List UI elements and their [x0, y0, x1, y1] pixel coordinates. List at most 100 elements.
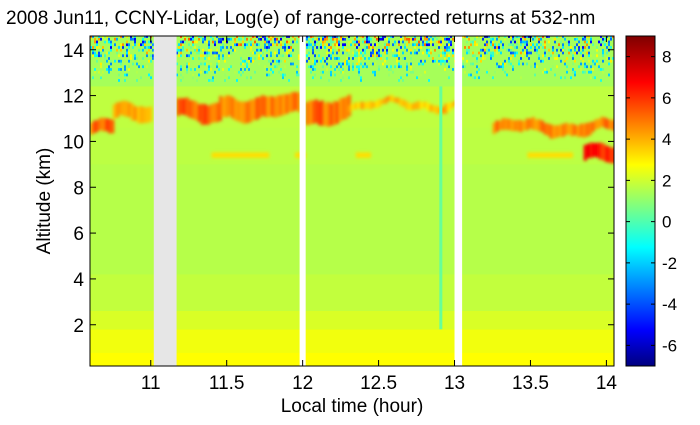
noise-cell-971 [420, 46, 422, 49]
x-tick-label: 13 [444, 373, 465, 394]
noise-cell-1374 [572, 57, 574, 60]
noise-cell-614 [310, 43, 312, 47]
noise-cell-700 [334, 59, 336, 63]
noise-cell-157 [148, 59, 150, 63]
noise-cell-241 [176, 62, 178, 66]
noise-cell-115 [130, 57, 132, 60]
noise-cell-1174 [496, 65, 498, 69]
noise-cell-1364 [568, 43, 570, 47]
noise-cell-773 [354, 37, 356, 41]
cloud-cell-3 [270, 96, 274, 117]
noise-cell-1159 [490, 43, 492, 47]
noise-cell-693 [332, 48, 334, 52]
noise-cell-1165 [492, 46, 494, 49]
noise-cell-1237 [518, 59, 520, 63]
noise-cell-873 [386, 65, 388, 69]
y-axis-label: Altitude (km) [34, 148, 55, 255]
noise-cell-476 [262, 36, 264, 38]
noise-cell-337 [210, 79, 212, 82]
noise-cell-1325 [552, 48, 554, 52]
noise-cell-1008 [434, 46, 436, 49]
noise-cell-1010 [436, 40, 438, 44]
noise-cell-1337 [556, 48, 558, 52]
noise-cell-435 [246, 37, 248, 41]
noise-cell-1128 [480, 59, 482, 63]
noise-cell-1431 [590, 40, 592, 44]
noise-cell-811 [364, 46, 366, 49]
noise-cell-79 [118, 73, 120, 77]
noise-cell-487 [266, 46, 268, 49]
noise-cell-1095 [466, 37, 468, 41]
noise-cell-1185 [498, 36, 500, 38]
noise-cell-1465 [604, 43, 606, 47]
noise-cell-1409 [584, 46, 586, 49]
noise-cell-139 [140, 48, 142, 52]
noise-cell-1226 [514, 54, 516, 58]
cloud-cell-2 [179, 98, 183, 115]
noise-cell-6 [92, 51, 94, 55]
noise-cell-918 [402, 57, 404, 60]
noise-cell-57 [108, 57, 110, 60]
noise-cell-170 [152, 48, 154, 52]
noise-cell-952 [412, 36, 414, 38]
noise-cell-473 [260, 36, 262, 38]
noise-cell-1153 [488, 54, 490, 58]
data-gap-0 [153, 36, 177, 366]
noise-cell-365 [218, 37, 220, 41]
noise-cell-1461 [602, 48, 604, 52]
cloud-cell-6 [582, 123, 586, 138]
noise-cell-1355 [564, 48, 566, 52]
noise-cell-277 [190, 51, 192, 55]
noise-cell-785 [358, 68, 360, 71]
noise-cell-315 [202, 37, 204, 41]
noise-cell-701 [334, 57, 336, 60]
noise-cell-907 [398, 62, 400, 66]
noise-cell-645 [318, 36, 320, 38]
noise-cell-1369 [570, 46, 572, 49]
noise-cell-514 [276, 65, 278, 69]
noise-cell-1417 [586, 40, 588, 44]
noise-cell-540 [284, 65, 286, 69]
noise-cell-621 [312, 51, 314, 55]
noise-cell-898 [394, 40, 396, 44]
noise-cell-140 [140, 43, 142, 47]
noise-cell-892 [392, 43, 394, 47]
noise-cell-427 [244, 46, 246, 49]
noise-cell-997 [428, 36, 430, 38]
noise-cell-1218 [512, 68, 514, 71]
noise-cell-574 [296, 37, 298, 41]
noise-cell-794 [360, 79, 362, 82]
colorbar-tick-label: 6 [662, 89, 671, 108]
noise-cell-447 [250, 37, 252, 41]
noise-cell-1139 [484, 51, 486, 55]
noise-cell-620 [312, 59, 314, 63]
noise-cell-522 [278, 62, 280, 66]
noise-cell-1437 [592, 59, 594, 63]
cloud-cell-3 [297, 92, 301, 112]
noise-cell-477 [264, 65, 266, 69]
noise-cell-418 [240, 37, 242, 41]
noise-cell-123 [134, 57, 136, 60]
noise-cell-966 [418, 43, 420, 47]
noise-cell-1268 [528, 36, 530, 38]
noise-cell-1418 [586, 36, 588, 38]
noise-cell-914 [400, 46, 402, 49]
noise-cell-1037 [444, 51, 446, 55]
noise-cell-1220 [512, 54, 514, 58]
noise-cell-779 [356, 46, 358, 49]
noise-cell-1017 [438, 43, 440, 47]
noise-cell-1436 [592, 62, 594, 66]
noise-cell-127 [134, 37, 136, 41]
noise-cell-740 [344, 43, 346, 47]
noise-cell-886 [390, 68, 392, 71]
cloud-cell-7 [601, 143, 606, 161]
noise-cell-702 [334, 48, 336, 52]
noise-cell-398 [232, 43, 234, 47]
noise-cell-1277 [534, 65, 536, 69]
cloud-cell-6 [606, 119, 610, 130]
noise-cell-628 [314, 62, 316, 66]
cloud-cell-6 [573, 124, 577, 136]
noise-cell-884 [388, 40, 390, 44]
noise-cell-489 [266, 37, 268, 41]
noise-cell-317 [204, 70, 206, 74]
